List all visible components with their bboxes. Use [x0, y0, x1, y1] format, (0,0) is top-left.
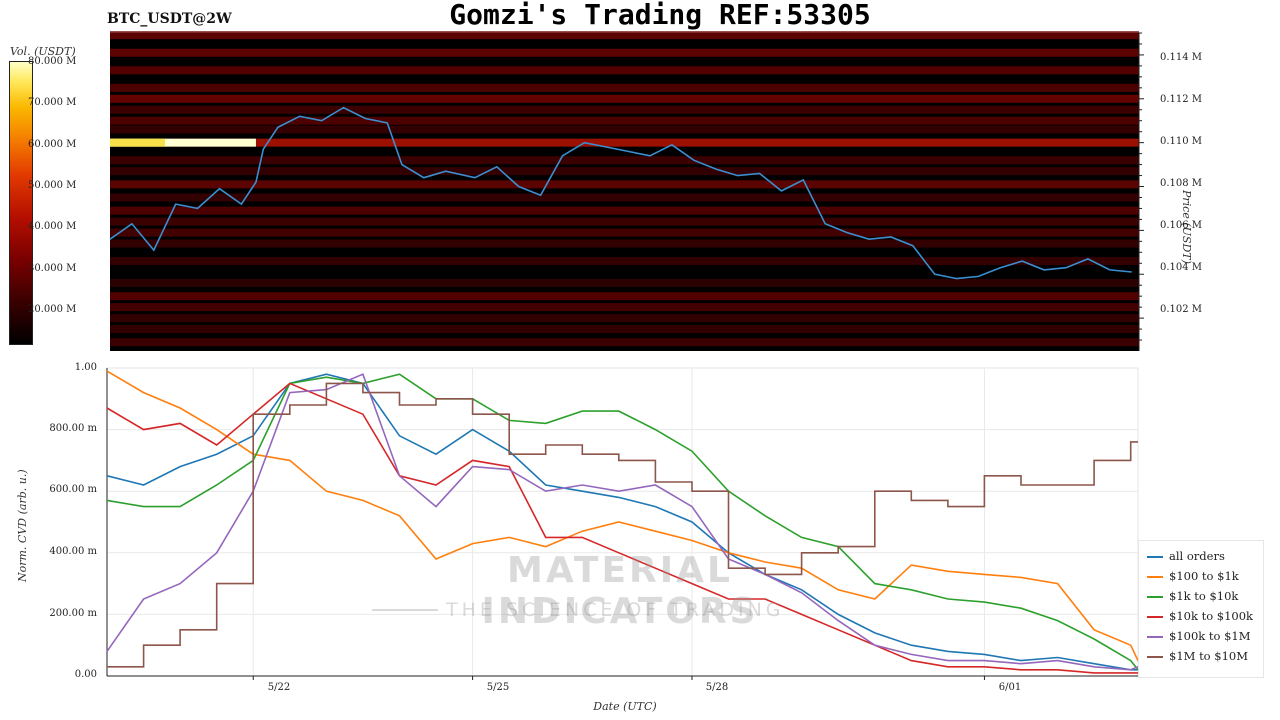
- legend-swatch: [1147, 556, 1163, 558]
- volume-band: [110, 116, 1139, 125]
- legend-label: $10k to $100k: [1169, 609, 1254, 623]
- price-tick: 0.112 M: [1160, 94, 1203, 105]
- cvd-series-line: [107, 382, 1138, 668]
- cvd-x-tick: 6/01: [998, 682, 1022, 693]
- watermark-rule: [372, 609, 438, 611]
- volume-band: [110, 292, 1139, 301]
- volume-band: [110, 303, 1139, 312]
- volume-band: [110, 279, 1139, 288]
- legend-swatch: [1147, 636, 1163, 638]
- price-tick: 0.102 M: [1160, 304, 1203, 315]
- volume-band: [110, 138, 1139, 147]
- legend-swatch: [1147, 656, 1163, 658]
- chart-title: Gomzi's Trading REF:53305: [449, 0, 871, 31]
- volume-band: [110, 66, 1139, 75]
- legend-label: $100k to $1M: [1169, 629, 1251, 643]
- volume-band: [110, 83, 1139, 92]
- cvd-series-line: [106, 382, 1138, 674]
- colorbar-tick: 80.000 M: [28, 56, 77, 67]
- cvd-series: [106, 370, 1139, 674]
- volume-wall: [110, 138, 256, 147]
- legend-label: $1M to $10M: [1169, 649, 1248, 663]
- legend-item: $100k to $1M: [1147, 629, 1251, 643]
- legend-item: $100 to $1k: [1147, 569, 1239, 583]
- watermark-tagline-text: THE SCIENCE OF TRADING: [446, 599, 785, 621]
- symbol-label: BTC_USDT@2W: [107, 11, 232, 27]
- volume-wall-peak: [110, 138, 165, 147]
- colorbar-tick: 70.000 M: [28, 97, 77, 108]
- legend-item: $1k to $10k: [1147, 589, 1238, 603]
- colorbar-tick: 20.000 M: [28, 304, 77, 315]
- legend-item: $1M to $10M: [1147, 649, 1248, 663]
- volume-band: [110, 217, 1139, 226]
- cvd-x-axis-label: Date (UTC): [593, 700, 657, 713]
- cvd-x-tick: 5/22: [267, 682, 291, 693]
- volume-band: [110, 257, 1139, 266]
- cvd-series-line: [106, 370, 1139, 661]
- price-tick: 0.106 M: [1160, 220, 1203, 231]
- legend-label: $1k to $10k: [1169, 589, 1239, 603]
- volume-band: [110, 239, 1139, 248]
- cvd-x-tick: 5/25: [486, 682, 510, 693]
- cvd-y-tick: 600.00 m: [49, 484, 97, 495]
- legend-item: all orders: [1147, 549, 1225, 563]
- colorbar-tick: 30.000 M: [28, 263, 77, 274]
- watermark-brand: MATERIAL INDICATORS: [481, 550, 759, 632]
- price-axis-ticks: [1139, 32, 1144, 341]
- colorbar-label: Vol. (USDT): [10, 45, 76, 58]
- price-tick: 0.110 M: [1160, 136, 1203, 147]
- price-tick: 0.108 M: [1160, 178, 1203, 189]
- cvd-plot-area: [106, 367, 1139, 677]
- cvd-series-line: [106, 373, 1138, 671]
- volume-band: [110, 167, 1139, 176]
- volume-band: [110, 325, 1139, 334]
- cvd-series-line: [106, 373, 1139, 671]
- volume-band: [110, 206, 1139, 215]
- cvd-legend: all orders $100 to $1k $1k to $10k $10k …: [1138, 540, 1264, 678]
- price-line: [109, 106, 1132, 280]
- legend-item: $10k to $100k: [1147, 609, 1253, 623]
- cvd-y-tick: 800.00 m: [49, 423, 97, 434]
- heatmap-bands: [110, 31, 1139, 347]
- price-tick: 0.104 M: [1160, 262, 1203, 273]
- cvd-x-tick: 5/28: [705, 682, 729, 693]
- watermark-tagline: THE SCIENCE OF TRADING: [370, 599, 900, 621]
- legend-swatch: [1147, 616, 1163, 618]
- volume-band: [110, 314, 1139, 323]
- cvd-y-tick: 400.00 m: [49, 546, 97, 557]
- volume-colorbar: [9, 61, 33, 345]
- volume-band: [110, 105, 1139, 114]
- cvd-y-tick: 1.00: [74, 362, 97, 373]
- colorbar-tick: 50.000 M: [28, 180, 77, 191]
- volume-band: [110, 125, 1139, 134]
- volume-band: [110, 94, 1139, 103]
- colorbar-tick: 60.000 M: [28, 139, 77, 150]
- cvd-series-line: [106, 373, 1139, 671]
- volume-band: [110, 31, 1139, 40]
- cvd-y-tick: 0.00: [74, 669, 97, 680]
- legend-swatch: [1147, 596, 1163, 598]
- price-tick: 0.114 M: [1160, 52, 1203, 63]
- legend-label: $100 to $1k: [1169, 569, 1239, 583]
- legend-label: all orders: [1169, 549, 1225, 563]
- volume-band: [110, 228, 1139, 237]
- legend-swatch: [1147, 576, 1163, 578]
- volume-band: [110, 156, 1139, 165]
- colorbar-tick: 40.000 M: [28, 221, 77, 232]
- volume-band: [110, 48, 1139, 57]
- cvd-y-tick: 200.00 m: [49, 608, 97, 619]
- volume-band: [110, 180, 1139, 189]
- volume-band: [110, 338, 1139, 347]
- volume-band: [110, 193, 1139, 202]
